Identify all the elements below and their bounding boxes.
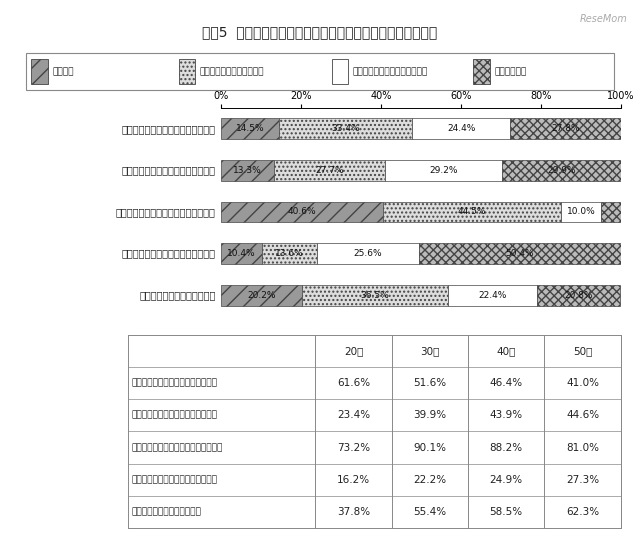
Text: ゴールデンウィークは、面倒くさい: ゴールデンウィークは、面倒くさい: [122, 165, 216, 176]
Text: 50代: 50代: [573, 346, 592, 356]
Bar: [301, 285, 447, 306]
Text: 58.5%: 58.5%: [490, 507, 523, 517]
Text: どちらかといえばそう思わない: どちらかといえばそう思わない: [353, 67, 428, 76]
Text: 10.0%: 10.0%: [567, 207, 596, 217]
Bar: [221, 160, 274, 181]
Text: 30代: 30代: [420, 346, 440, 356]
Text: ゴールデンウィークは、なくてよい: ゴールデンウィークは、なくてよい: [131, 475, 217, 484]
Bar: [601, 201, 621, 222]
Bar: [221, 118, 279, 139]
Bar: [332, 59, 348, 84]
Bar: [279, 118, 412, 139]
Text: 27.3%: 27.3%: [566, 475, 599, 485]
Text: 29.9%: 29.9%: [547, 166, 576, 175]
Text: 13.6%: 13.6%: [275, 249, 304, 258]
Text: どちらかといえばそう思う: どちらかといえばそう思う: [200, 67, 264, 76]
Text: 61.6%: 61.6%: [337, 378, 370, 388]
Bar: [31, 59, 48, 84]
Bar: [502, 160, 621, 181]
Text: 33.4%: 33.4%: [332, 124, 360, 133]
Bar: [412, 118, 510, 139]
Text: 23.4%: 23.4%: [337, 410, 370, 420]
Bar: [317, 243, 419, 264]
Text: 55.4%: 55.4%: [413, 507, 447, 517]
Bar: [561, 201, 601, 222]
Text: 16.2%: 16.2%: [337, 475, 370, 485]
Bar: [221, 243, 262, 264]
Bar: [221, 201, 383, 222]
Text: 20.2%: 20.2%: [247, 291, 275, 300]
Text: 90.1%: 90.1%: [413, 443, 446, 453]
Text: 図表5  ゴールデンウィークについての意識（全体、年代別）: 図表5 ゴールデンウィークについての意識（全体、年代別）: [202, 25, 438, 39]
Text: そう思わない: そう思わない: [494, 67, 527, 76]
Text: 43.9%: 43.9%: [490, 410, 523, 420]
Text: ReseMom: ReseMom: [579, 14, 627, 24]
Bar: [419, 243, 621, 264]
Text: 10.4%: 10.4%: [227, 249, 256, 258]
Text: 40.6%: 40.6%: [288, 207, 316, 217]
Bar: [473, 59, 490, 84]
Text: 24.4%: 24.4%: [447, 124, 476, 133]
Text: そう思う: そう思う: [52, 67, 74, 76]
Text: 27.8%: 27.8%: [551, 124, 580, 133]
Bar: [385, 160, 502, 181]
Text: 44.6%: 44.6%: [566, 410, 599, 420]
Text: 20代: 20代: [344, 346, 363, 356]
Text: 29.2%: 29.2%: [429, 166, 458, 175]
Text: 37.8%: 37.8%: [337, 507, 370, 517]
Text: 27.7%: 27.7%: [315, 166, 344, 175]
Text: 40代: 40代: [497, 346, 516, 356]
Text: ゴールデンウィークは、お金がかかる: ゴールデンウィークは、お金がかかる: [116, 207, 216, 217]
Bar: [221, 285, 301, 306]
Text: ゴールデンウィークは、待ち遠しい: ゴールデンウィークは、待ち遠しい: [131, 379, 217, 388]
Bar: [537, 285, 620, 306]
Text: 50.4%: 50.4%: [506, 249, 534, 258]
Text: 73.2%: 73.2%: [337, 443, 370, 453]
Bar: [447, 285, 537, 306]
Text: ゴールデンウィークは疲れる: ゴールデンウィークは疲れる: [131, 508, 201, 517]
Bar: [274, 160, 385, 181]
Text: 41.0%: 41.0%: [566, 378, 599, 388]
Text: ゴールデンウィークは、面倒くさい: ゴールデンウィークは、面倒くさい: [131, 411, 217, 420]
Text: 81.0%: 81.0%: [566, 443, 599, 453]
Text: ゴールデンウィークは疲れる: ゴールデンウィークは疲れる: [139, 290, 216, 300]
Text: ゴールデンウィークは、お金がかかる: ゴールデンウィークは、お金がかかる: [131, 443, 223, 452]
Text: ゴールデンウィークは、なくてよい: ゴールデンウィークは、なくてよい: [122, 248, 216, 259]
Text: 88.2%: 88.2%: [490, 443, 523, 453]
Bar: [383, 201, 561, 222]
Bar: [262, 243, 317, 264]
Bar: [179, 59, 195, 84]
Text: 13.3%: 13.3%: [233, 166, 262, 175]
Text: 22.2%: 22.2%: [413, 475, 447, 485]
Text: 20.8%: 20.8%: [564, 291, 593, 300]
Text: 36.5%: 36.5%: [360, 291, 389, 300]
Text: 46.4%: 46.4%: [490, 378, 523, 388]
Text: 62.3%: 62.3%: [566, 507, 599, 517]
Text: 24.9%: 24.9%: [490, 475, 523, 485]
Text: 51.6%: 51.6%: [413, 378, 447, 388]
Text: ゴールデンウィークは、待ち遠しい: ゴールデンウィークは、待ち遠しい: [122, 124, 216, 134]
Text: 22.4%: 22.4%: [478, 291, 507, 300]
Text: 39.9%: 39.9%: [413, 410, 447, 420]
Text: 44.5%: 44.5%: [458, 207, 486, 217]
Bar: [510, 118, 621, 139]
Text: 25.6%: 25.6%: [354, 249, 382, 258]
Text: 14.5%: 14.5%: [236, 124, 264, 133]
